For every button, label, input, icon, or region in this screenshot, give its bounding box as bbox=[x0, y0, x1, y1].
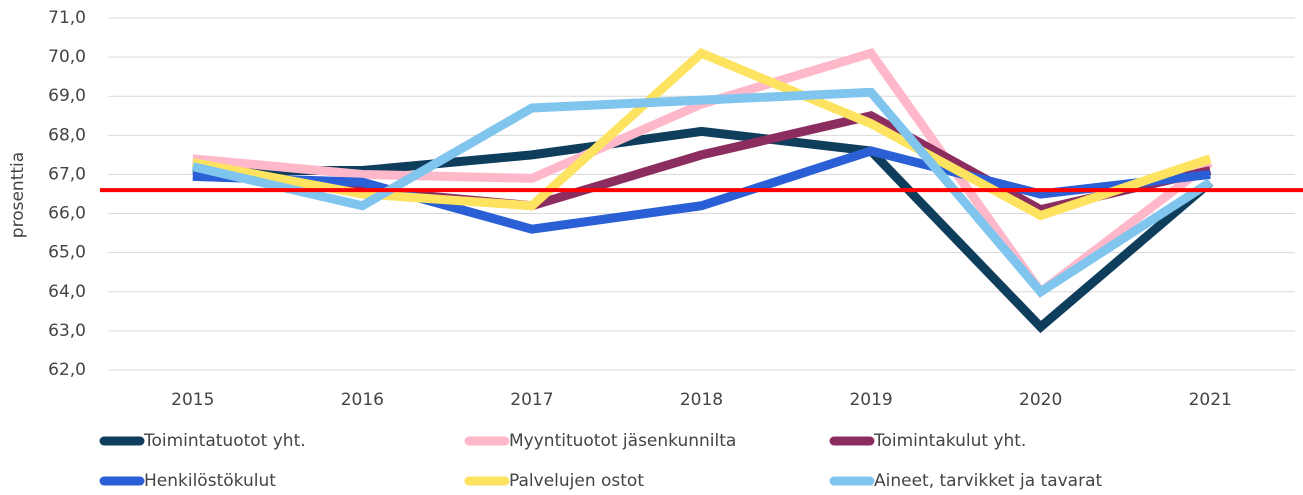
legend-label: Henkilöstökulut bbox=[144, 471, 276, 491]
series-line bbox=[192, 47, 1213, 299]
y-axis-label: prosenttia bbox=[8, 152, 28, 238]
legend-label: Aineet, tarvikket ja tavarat bbox=[874, 471, 1102, 491]
series-line bbox=[192, 126, 1214, 334]
legend-label: Toimintatuotot yht. bbox=[143, 431, 306, 451]
series-line bbox=[191, 47, 1212, 221]
x-tick-label: 2015 bbox=[171, 390, 214, 410]
y-tick-label: 63,0 bbox=[48, 321, 86, 341]
y-tick-label: 62,0 bbox=[48, 360, 86, 380]
x-tick-label: 2019 bbox=[849, 390, 892, 410]
y-tick-label: 68,0 bbox=[48, 125, 86, 145]
x-tick-label: 2016 bbox=[341, 390, 384, 410]
legend-label: Toimintakulut yht. bbox=[873, 431, 1026, 451]
legend-label: Palvelujen ostot bbox=[509, 471, 644, 491]
series-line bbox=[191, 87, 1213, 298]
y-tick-label: 71,0 bbox=[48, 8, 86, 28]
x-tick-label: 2018 bbox=[680, 390, 723, 410]
y-tick-label: 69,0 bbox=[48, 86, 86, 106]
y-tick-label: 67,0 bbox=[48, 164, 86, 184]
y-tick-label: 64,0 bbox=[48, 282, 86, 302]
series-line bbox=[192, 146, 1211, 234]
y-tick-label: 65,0 bbox=[48, 243, 86, 263]
y-tick-label: 70,0 bbox=[48, 47, 86, 67]
x-tick-label: 2021 bbox=[1189, 390, 1232, 410]
y-tick-label: 66,0 bbox=[48, 204, 86, 224]
legend-label: Myyntituotot jäsenkunnilta bbox=[509, 431, 736, 451]
x-tick-label: 2020 bbox=[1019, 390, 1062, 410]
x-tick-label: 2017 bbox=[510, 390, 553, 410]
